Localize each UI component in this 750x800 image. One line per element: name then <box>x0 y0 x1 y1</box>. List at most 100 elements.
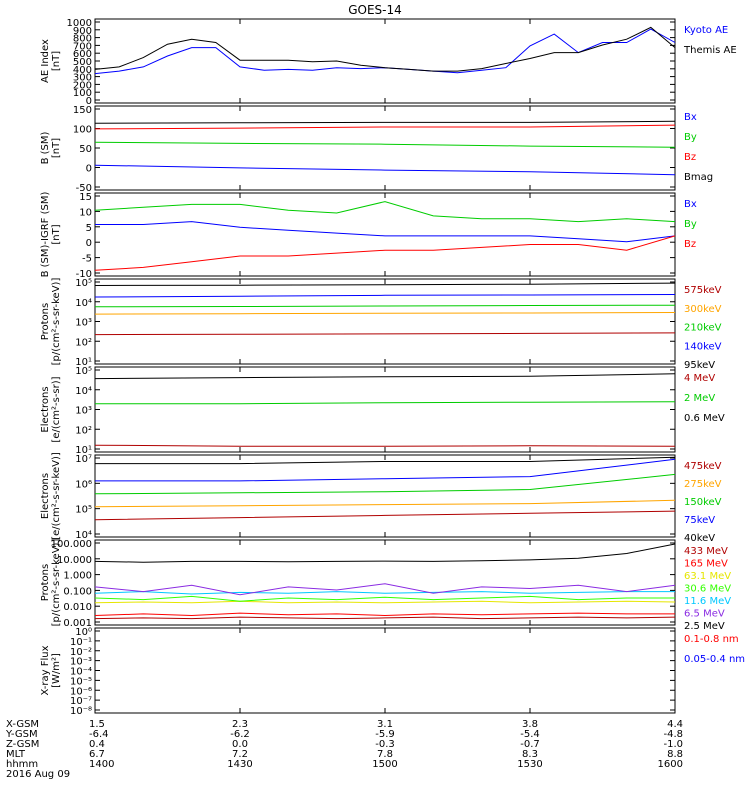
y-tick-label: 10⁴ <box>75 386 92 397</box>
series-line-themis-ae <box>94 26 676 72</box>
y-axis-label: Protons <box>40 303 51 340</box>
y-axis-label: [W/m²] <box>51 653 62 688</box>
panel-2: -50 0 50 100 150 B (SM) [nT] Bx By Bz Bmag <box>40 105 713 194</box>
ephemeris-value: 3.8 <box>522 719 538 730</box>
ephemeris-value: 0.0 <box>232 739 248 750</box>
ephemeris-row-label: X-GSM <box>6 719 39 730</box>
ephemeris-value: 0.4 <box>89 739 105 750</box>
y-tick-label: 150 <box>73 105 92 116</box>
ephemeris-value: 1400 <box>89 759 114 770</box>
legend-label: 30.6 MeV <box>684 584 731 595</box>
legend-label: By <box>684 219 697 230</box>
y-tick-label: 10⁰ <box>75 627 92 638</box>
legend-label: 11.6 MeV <box>684 596 731 607</box>
ephemeris-value: 2.3 <box>232 719 248 730</box>
y-axis-label: [nT] <box>51 51 62 71</box>
y-axis-label: B (SM) <box>40 131 51 164</box>
y-tick-label: 10⁻³ <box>70 657 92 668</box>
series-line-bx <box>94 164 676 176</box>
legend-label: 0.6 MeV <box>684 413 725 424</box>
y-axis-label: Electrons <box>40 386 51 432</box>
ephemeris-row-label: hhmm <box>6 759 38 770</box>
y-tick-label: -10 <box>76 269 92 280</box>
y-tick-label: 100 <box>73 88 92 99</box>
legend-label: Themis AE <box>683 45 737 56</box>
series-line-150kev <box>94 473 676 495</box>
ephemeris-value: -5.9 <box>375 729 395 740</box>
series-line-bz <box>94 124 676 130</box>
legend-label: 475keV <box>684 461 722 472</box>
series-line-165-mev <box>94 612 675 617</box>
y-tick-label: 15 <box>79 192 92 203</box>
panel-5: 10¹ 10² 10³ 10⁴ 10⁵ Electrons [e/(cm²-s-sr)] 4 … <box>40 366 725 456</box>
legend-label: 210keV <box>684 323 722 334</box>
y-tick-label: 100 <box>73 125 92 136</box>
y-tick-label: 10¹ <box>75 445 92 456</box>
legend-label: 4 MeV <box>684 373 715 384</box>
y-tick-label: 10² <box>75 337 92 348</box>
y-tick-label: 10⁵ <box>75 366 92 377</box>
y-tick-label: 1.000 <box>63 571 92 582</box>
y-tick-label: 200 <box>73 80 92 91</box>
y-tick-label: 0 <box>86 96 92 107</box>
series-line-30-6-mev <box>94 595 675 602</box>
y-tick-label: 600 <box>73 49 92 60</box>
ephemeris-value: 7.8 <box>377 749 393 760</box>
legend-label: 165 MeV <box>684 559 728 570</box>
y-tick-label: 10⁻⁶ <box>70 686 92 697</box>
legend-label: 0.05-0.4 nm <box>684 654 745 665</box>
series-line-2-5-mev <box>94 543 676 563</box>
legend-label: Bz <box>684 152 696 163</box>
y-tick-label: 100.000 <box>51 539 92 550</box>
legend-label: 40keV <box>684 533 715 544</box>
y-tick-label: 900 <box>73 26 92 37</box>
y-tick-label: 0.010 <box>63 602 92 613</box>
y-tick-label: 0 <box>86 238 92 249</box>
legend-label: 433 MeV <box>684 546 728 557</box>
ephemeris-row-label: MLT <box>6 749 26 760</box>
y-tick-label: 10⁻¹ <box>70 637 92 648</box>
ephemeris-value: -6.2 <box>230 729 250 740</box>
series-line-95kev <box>94 282 676 286</box>
series-line-bz <box>94 235 676 271</box>
series-line-475kev <box>94 510 676 521</box>
y-tick-label: 10⁴ <box>75 530 92 541</box>
legend-label: 95keV <box>684 360 715 371</box>
panel-frame <box>94 539 676 626</box>
y-tick-label: 10⁷ <box>75 454 92 465</box>
y-axis-label: X-ray Flux <box>40 645 51 695</box>
ephemeris-row-label: Y-GSM <box>5 729 38 740</box>
ephemeris-value: 6.7 <box>89 749 105 760</box>
panel-6: 10⁴ 10⁵ 10⁶ 10⁷ Electrons [e/(cm²-s-sr-keV)] 4… <box>40 452 722 544</box>
y-axis-label: [p/(cm²-s-sr-keV)] <box>51 278 62 366</box>
panel-4: 10¹ 10² 10³ 10⁴ 10⁵ Protons [p/(cm²-s-sr-keV)]… <box>40 278 722 371</box>
y-tick-label: 10² <box>75 425 92 436</box>
legend-label: Bmag <box>684 172 713 183</box>
series-line-11-6-mev <box>94 591 675 595</box>
legend-label: 6.5 MeV <box>684 609 725 620</box>
y-tick-label: 1000 <box>67 18 92 29</box>
y-axis-label: [nT] <box>51 224 62 244</box>
legend-label: Bx <box>684 199 697 210</box>
y-tick-label: -5 <box>82 254 92 265</box>
legend-label: Bz <box>684 239 696 250</box>
x-axis-ephemeris: X-GSM 1.5 2.3 3.1 3.8 4.4 Y-GSM -6.4 -6.2 -5.9 -5.… <box>5 719 683 780</box>
y-tick-label: 10⁶ <box>75 479 92 490</box>
legend-label: Kyoto AE <box>684 25 728 36</box>
legend-label: 150keV <box>684 497 722 508</box>
ephemeris-value: 4.4 <box>667 719 683 730</box>
legend-label: 63.1 MeV <box>684 571 731 582</box>
y-tick-label: 10¹ <box>75 357 92 368</box>
panel-3: -10 -5 0 5 10 15 B (SM)-IGRF (SM) [nT] Bx By Bz <box>40 192 697 280</box>
y-tick-label: 700 <box>73 41 92 52</box>
series-line-6-5-mev <box>94 583 676 596</box>
panel-frame <box>94 627 676 714</box>
y-tick-label: -50 <box>76 183 92 194</box>
legend-label: Bx <box>684 112 697 123</box>
y-tick-label: 0.100 <box>63 586 92 597</box>
series-line-2-mev <box>95 401 676 405</box>
legend-label: 0.1-0.8 nm <box>684 634 739 645</box>
